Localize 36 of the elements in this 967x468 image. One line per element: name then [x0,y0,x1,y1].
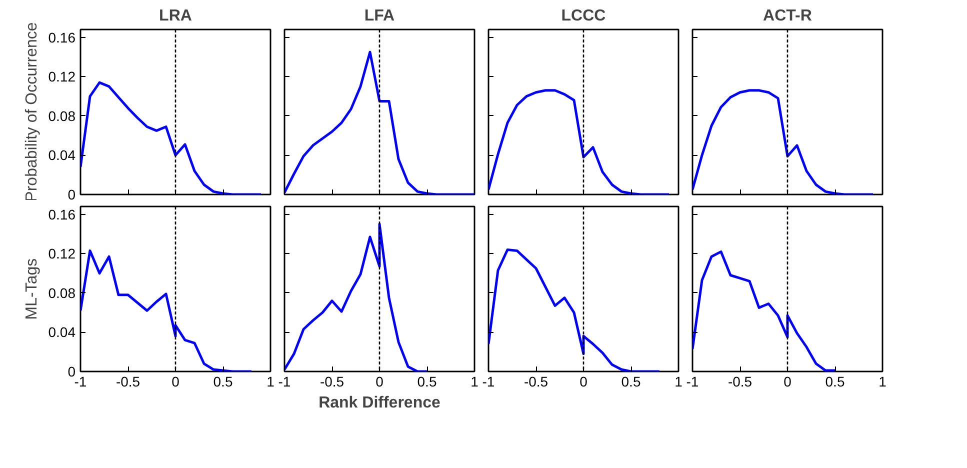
x-tick-label: -1 [74,374,87,390]
x-tick-label: 0 [784,374,792,390]
chart-title: LFA [364,8,396,24]
x-tick-label: 1 [470,374,479,390]
y-tick-label: 0.08 [48,108,76,124]
x-tick-label: 0.5 [213,374,233,390]
y-axis-title: ML-Tags [23,258,40,320]
y-tick-label: 0 [68,364,76,380]
x-tick-label: 1 [674,374,683,390]
x-tick-label: -1 [278,374,291,390]
x-tick-label: -1 [482,374,495,390]
y-tick-label: 0.16 [48,206,76,222]
x-tick-label: 1 [266,374,275,390]
x-axis-title: Rank Difference [318,394,441,412]
x-tick-label: -0.5 [116,374,140,390]
x-tick-label: 0 [172,374,180,390]
y-tick-label: 0.08 [48,284,76,301]
y-tick-label: 0.16 [48,29,76,46]
y-tick-label: 0.12 [48,68,76,85]
y-tick-label: 0 [68,186,76,202]
x-tick-label: 0 [376,374,384,390]
x-tick-label: -0.5 [320,374,344,390]
chart-title: LRA [159,8,192,24]
y-tick-label: 0.04 [48,324,76,340]
y-tick-label: 0.04 [48,147,76,164]
x-tick-label: 0 [580,374,588,390]
x-tick-label: 1 [878,374,887,390]
chart-title: LCCC [561,8,606,24]
x-tick-label: 0.5 [417,374,437,390]
x-tick-label: 0.5 [825,374,845,390]
chart-title: ACT-R [763,8,812,24]
y-tick-label: 0.12 [48,246,76,262]
x-tick-label: -1 [686,374,699,390]
x-tick-label: 0.5 [621,374,641,390]
x-tick-label: -0.5 [524,374,548,390]
x-tick-label: -0.5 [728,374,752,390]
